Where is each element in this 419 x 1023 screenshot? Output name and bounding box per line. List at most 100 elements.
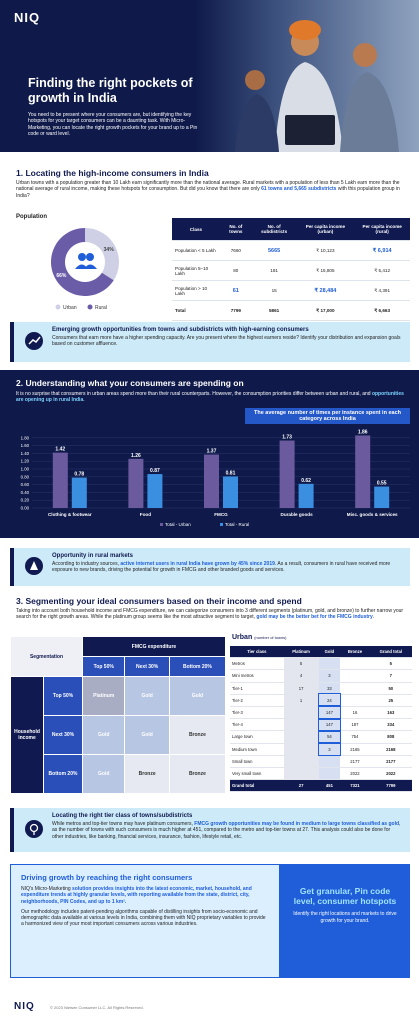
x-tick-label: Durable goods: [281, 512, 314, 517]
slice-label: 66%: [56, 273, 67, 279]
pie-title: Population: [16, 214, 47, 220]
bar: [279, 440, 295, 508]
pie-slice: [51, 228, 114, 296]
cell: [340, 694, 370, 707]
text: .: [83, 397, 85, 404]
value-label: 0.55: [377, 481, 387, 487]
column-header: Class: [172, 218, 220, 241]
section-heading: 2. Understanding what your consumers are…: [16, 378, 244, 388]
bar: [374, 486, 390, 508]
cell: 25: [369, 694, 412, 707]
text: It is no surprise that consumers in urba…: [16, 391, 372, 397]
row: Small town 2177 2177: [230, 755, 412, 768]
bar: [128, 458, 144, 508]
cta-box: Get granular, Pin code level, consumer h…: [280, 864, 410, 978]
cell: 7321: [340, 779, 370, 793]
callout-title: Locating the right tier class of towns/s…: [52, 813, 193, 819]
cell: 334: [369, 718, 412, 732]
urban-title: Urban (number of towns): [232, 634, 286, 641]
cell: [283, 730, 319, 744]
callout: Locating the right tier class of towns/s…: [10, 808, 410, 852]
cell: Population 5–10 Lakh: [172, 260, 220, 281]
cell: 2177: [369, 755, 412, 768]
cell: ₹ 17,000: [296, 300, 355, 321]
cell: 61: [219, 280, 252, 301]
cell: 3: [317, 741, 342, 757]
row: Grand total 27 451 7321 7799: [230, 779, 412, 793]
cell: 80: [219, 260, 252, 281]
cell: 54: [317, 729, 342, 745]
icon: [25, 332, 43, 350]
value-label: 1.37: [207, 449, 217, 455]
legend-label: Rural: [95, 305, 107, 311]
chart-title: The average number of times per instance…: [245, 408, 410, 424]
closing-title: Driving growth by reaching the right con…: [21, 873, 193, 882]
bar: [298, 483, 314, 508]
cell: ₹ 5,412: [354, 260, 410, 281]
segmentation-matrix: Segmentation FMCG expenditure Top 50% Next …: [10, 636, 227, 794]
column-header: No. of towns: [219, 218, 252, 241]
legend-swatch: [87, 304, 93, 310]
row: Very small town 2022 2022: [230, 767, 412, 781]
intro: You need to be present where your consum…: [28, 112, 198, 137]
x-tick-label: Food: [140, 512, 151, 517]
row: Next 30% Gold Gold Bronze: [11, 715, 227, 755]
cell: 4: [283, 669, 319, 683]
highlight: 61 towns and 5,665 subdistricts: [261, 186, 337, 193]
cell: [318, 657, 341, 671]
table: Segmentation FMCG expenditure Top 50% Next …: [10, 636, 227, 794]
cell: 187: [340, 718, 370, 732]
cell: 15: [251, 280, 297, 301]
column-header: Tier class: [230, 646, 284, 659]
header-row: Top 50% Next 30% Bottom 20%: [11, 656, 227, 677]
callout: Opportunity in rural markets According t…: [10, 548, 410, 586]
cell: 5665: [251, 240, 297, 261]
cell: Mini metros: [230, 669, 284, 683]
y-tick-label: 0.00: [21, 506, 30, 511]
cell: 7799: [219, 300, 252, 321]
cell: 2165: [340, 743, 370, 756]
segment-cell: Gold: [168, 676, 227, 716]
highlight: solution provides insights into the late…: [21, 886, 252, 905]
cell: [283, 767, 319, 781]
value-label: 0.87: [150, 468, 160, 474]
text: According to industry sources,: [52, 561, 121, 567]
text: .: [372, 614, 375, 621]
legend-swatch: [55, 304, 61, 310]
cell: 808: [369, 730, 412, 744]
cell: Very small town: [230, 767, 284, 781]
cell: 5861: [251, 300, 297, 321]
y-tick-label: 1.60: [21, 443, 30, 448]
highlight: FMCG growth opportunities may be found i…: [194, 821, 400, 827]
cell: Large town: [230, 730, 284, 744]
cell: Tier-2: [230, 694, 284, 707]
column-header: Bronze: [340, 646, 370, 659]
subtitle: (number of towns): [254, 635, 287, 640]
callout-text: Consumers that earn more have a higher s…: [52, 335, 401, 348]
matrix-title: Segmentation: [10, 636, 83, 677]
text: Taking into account both household incom…: [16, 608, 404, 621]
column-header: Next 30%: [124, 656, 170, 677]
value-label: 1.26: [131, 453, 141, 459]
cell: 2022: [340, 767, 370, 781]
header-photo: [195, 0, 419, 152]
copyright: © 2023 Nielsen Consumer LLC. All Rights …: [50, 1005, 144, 1010]
segment-cell: Bronze: [168, 754, 227, 794]
cell: Small town: [230, 755, 284, 768]
section-text: Urban towns with a population greater th…: [16, 180, 408, 199]
cell: 147: [317, 717, 342, 732]
cell: 24: [317, 693, 342, 708]
bar: [355, 435, 371, 508]
row: Population > 10 Lakh 61 15 ₹ 28,484 ₹ 4,391: [172, 280, 410, 301]
section-text: It is no surprise that consumers in urba…: [16, 391, 408, 404]
y-tick-label: 0.40: [21, 490, 30, 495]
segment-cell: Bronze: [124, 754, 170, 794]
row: Tier-1 17 33 50: [230, 682, 412, 695]
paragraph: NIQ’s Micro-Marketing solution provides …: [21, 886, 269, 905]
row: Population 5–10 Lakh 80 181 ₹ 15,805 ₹ 5,412: [172, 260, 410, 281]
section-text: Taking into account both household incom…: [16, 608, 408, 621]
cell: 181: [251, 260, 297, 281]
table: Tier class Platinum Gold Bronze Grand total M…: [230, 646, 412, 793]
cell: [283, 718, 319, 732]
cell: 7: [369, 669, 412, 683]
